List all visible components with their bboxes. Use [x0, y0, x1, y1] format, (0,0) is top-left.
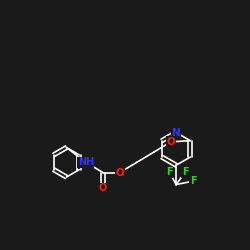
Text: F: F [182, 167, 188, 177]
Text: F: F [190, 176, 196, 186]
Text: NH: NH [78, 157, 94, 167]
Text: O: O [99, 184, 107, 194]
Text: F: F [166, 167, 173, 177]
Text: N: N [172, 128, 180, 138]
Text: O: O [166, 137, 175, 147]
Text: O: O [116, 168, 124, 177]
